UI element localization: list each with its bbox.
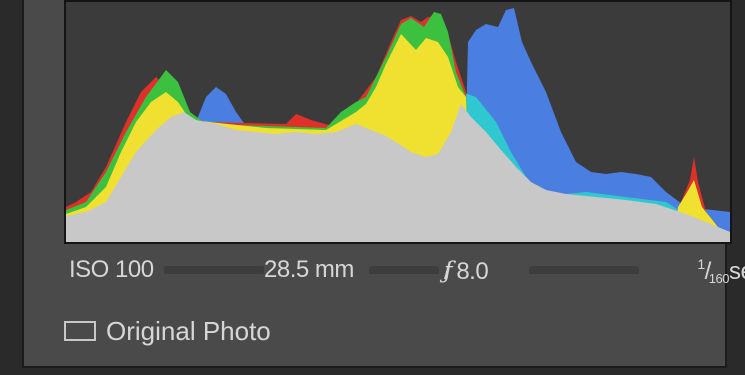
- aperture-number: / 8.0: [444, 258, 489, 285]
- histogram-graph: [66, 8, 730, 242]
- shutter-numerator: 1: [697, 256, 705, 272]
- camera-info-row: ISO 100 28.5 mm ƒ / 8.0 1/160 sec: [69, 254, 745, 288]
- aperture-symbol: ƒ: [444, 258, 453, 284]
- histogram-panel: ISO 100 28.5 mm ƒ / 8.0 1/160 sec Origin…: [22, 0, 745, 368]
- original-photo-label: Original Photo: [106, 315, 271, 346]
- original-photo-checkbox[interactable]: [64, 321, 96, 341]
- iso-value: ISO 100: [69, 256, 154, 283]
- shutter-unit: sec: [729, 258, 745, 285]
- shutter-speed-value: 1/160 sec: [697, 256, 745, 286]
- original-photo-toggle[interactable]: Original Photo: [64, 314, 271, 348]
- info-divider: [529, 266, 639, 274]
- shutter-denominator: 160: [708, 271, 730, 286]
- histogram[interactable]: [64, 0, 732, 244]
- histogram-luminance: [66, 104, 730, 242]
- info-divider: [369, 266, 439, 274]
- info-divider: [164, 266, 264, 274]
- focal-length-value: 28.5 mm: [264, 256, 354, 283]
